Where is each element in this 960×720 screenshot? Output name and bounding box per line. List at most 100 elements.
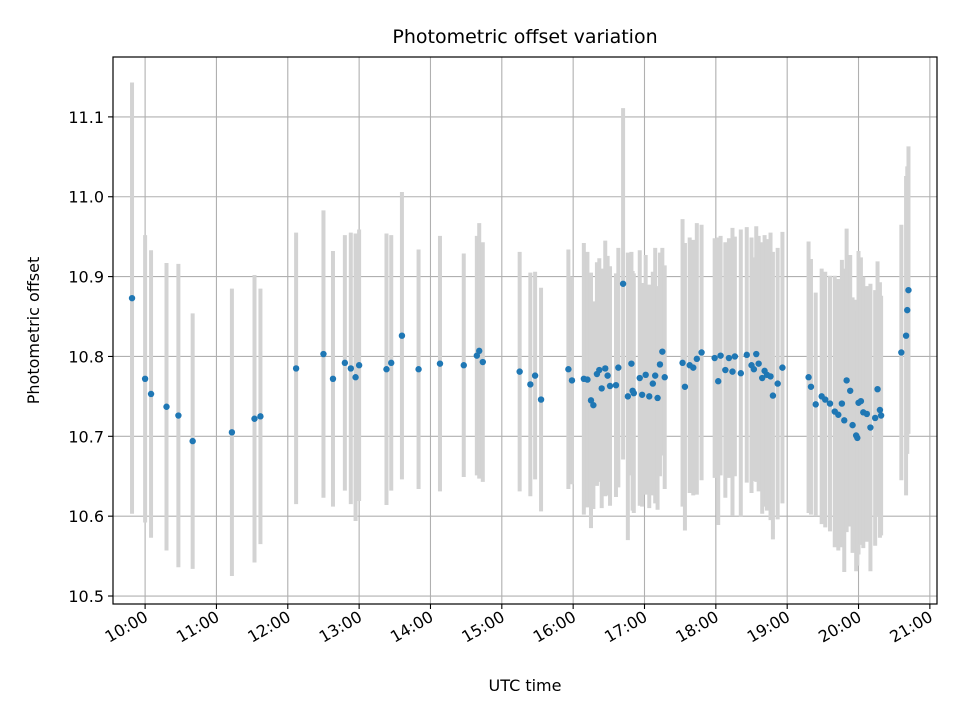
data-point [568, 377, 576, 384]
data-point [841, 417, 848, 424]
data-point [228, 429, 236, 436]
data-point [722, 366, 729, 374]
data-point [537, 396, 545, 403]
data-point [843, 377, 850, 384]
data-point [905, 286, 912, 294]
data-point [163, 403, 170, 410]
data-point [584, 376, 591, 383]
data-point [128, 294, 136, 302]
data-point [693, 355, 701, 363]
data-point [615, 364, 622, 371]
data-point [565, 366, 572, 373]
data-point [590, 401, 597, 409]
data-point [874, 385, 881, 393]
x-axis-label: UTC time [489, 676, 562, 695]
data-point [638, 391, 646, 398]
y-axis-label: Photometric offset [24, 257, 43, 405]
data-point [849, 421, 856, 429]
data-point [698, 349, 705, 356]
data-point [737, 370, 745, 377]
data-point [292, 365, 300, 372]
data-point [898, 349, 905, 356]
data-point [257, 413, 264, 420]
y-tick-label: 10.7 [68, 427, 104, 446]
data-point [753, 350, 760, 358]
data-point [769, 392, 777, 399]
data-points [128, 280, 912, 445]
data-point [596, 366, 603, 374]
data-point [743, 351, 750, 359]
data-point [415, 366, 422, 373]
data-point [656, 361, 664, 368]
data-point [750, 366, 758, 373]
data-point [175, 412, 182, 419]
data-point [636, 374, 643, 382]
y-tick-label: 11.1 [68, 108, 104, 127]
data-point [715, 378, 722, 385]
data-point [341, 359, 349, 367]
data-point [871, 414, 879, 422]
data-point [654, 394, 661, 402]
data-point [352, 374, 359, 381]
data-point [807, 383, 815, 390]
data-point [838, 400, 846, 407]
data-point [598, 385, 605, 392]
data-point [628, 360, 635, 367]
data-point [388, 359, 395, 367]
data-point [476, 347, 483, 355]
data-point [826, 400, 834, 407]
data-point [876, 406, 884, 414]
data-point [147, 390, 155, 398]
data-point [822, 396, 829, 403]
data-point [711, 354, 718, 362]
data-point [347, 365, 355, 372]
data-point [329, 375, 337, 383]
data-point [779, 364, 786, 371]
data-point [473, 352, 481, 359]
data-point [606, 382, 614, 390]
data-point [679, 359, 686, 367]
data-point [805, 374, 812, 381]
data-point [759, 374, 766, 382]
data-point [642, 371, 649, 379]
data-point [604, 372, 611, 379]
data-point [531, 372, 539, 379]
data-point [630, 389, 637, 397]
data-point [612, 382, 620, 389]
data-point [717, 352, 724, 359]
data-point [725, 354, 733, 362]
data-point [731, 353, 739, 360]
data-point [587, 397, 595, 404]
data-point [479, 358, 486, 366]
data-point [383, 366, 390, 373]
data-point [602, 365, 609, 372]
data-point [355, 362, 363, 369]
y-axis-ticks: 10.5 10.6 10.7 10.8 10.9 11.0 11.1 [68, 108, 113, 606]
data-point [661, 374, 668, 381]
data-point [659, 348, 666, 355]
data-point [902, 332, 910, 339]
data-point [755, 360, 762, 367]
data-point [854, 434, 861, 442]
data-point [141, 375, 149, 383]
data-point [767, 373, 774, 380]
data-point [867, 424, 874, 431]
data-point [516, 368, 523, 375]
data-point [527, 381, 534, 388]
data-point [729, 368, 736, 375]
y-tick-label: 10.8 [68, 347, 104, 366]
data-point [812, 401, 819, 408]
data-point [835, 411, 842, 418]
data-point [460, 362, 467, 369]
data-point [857, 397, 865, 405]
data-point [646, 393, 653, 400]
data-point [189, 437, 196, 445]
y-tick-label: 10.5 [68, 587, 104, 606]
data-point [877, 412, 885, 419]
data-point [398, 332, 406, 339]
data-point [774, 380, 781, 387]
data-point [619, 280, 627, 287]
data-point [847, 387, 854, 394]
data-point [320, 350, 327, 358]
